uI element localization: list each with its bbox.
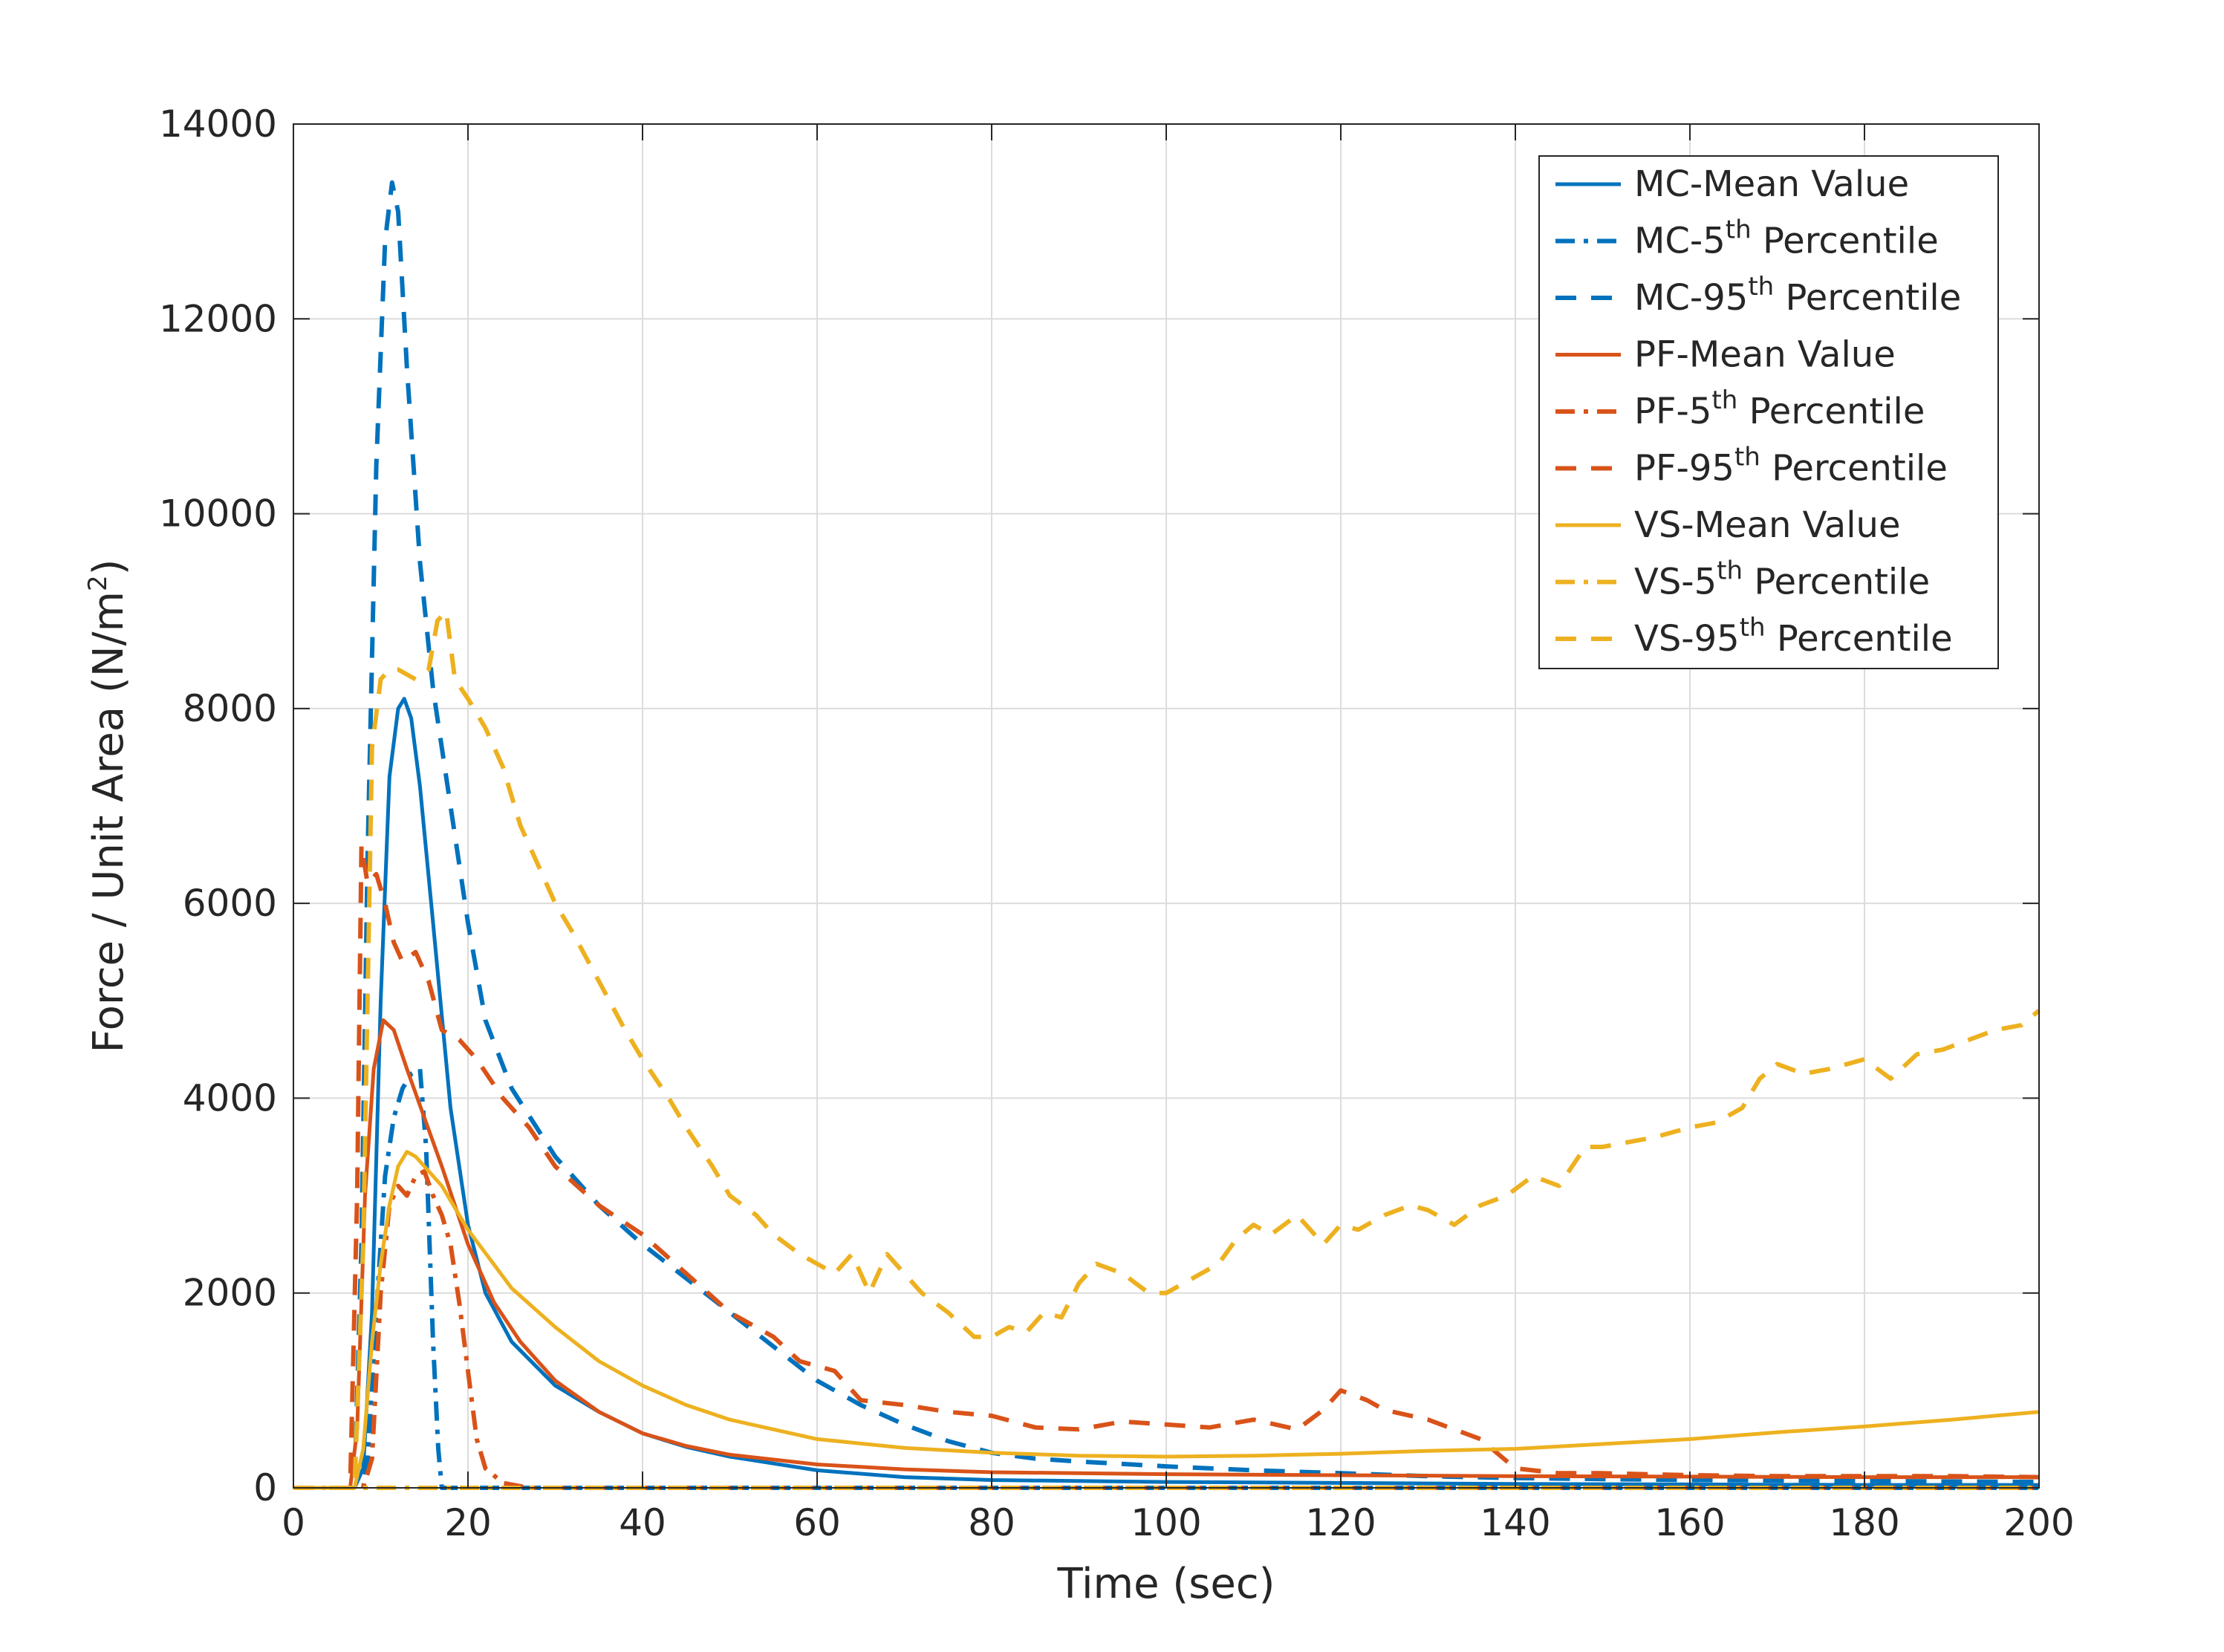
legend-entry-sup: th (1740, 613, 1766, 643)
x-tick-label: 120 (1305, 1501, 1376, 1544)
legend-entry-suffix: Percentile (1760, 448, 1948, 490)
y-tick-label: 8000 (183, 687, 277, 730)
y-axis-label: Force / Unit Area (N/m2) (83, 559, 133, 1053)
x-tick-label: 180 (1829, 1501, 1899, 1544)
series-line-mc-dashed (293, 180, 2040, 1490)
x-tick-label: 60 (793, 1501, 841, 1544)
x-tick-label: 100 (1131, 1501, 1201, 1544)
legend-entry-suffix: Mean Value (1703, 163, 1909, 205)
y-tick-label: 6000 (183, 882, 277, 925)
x-tick-label: 140 (1480, 1501, 1550, 1544)
legend-entry-sup: th (1717, 556, 1743, 586)
legend-entry-prefix: PF-5 (1634, 391, 1711, 432)
series-line-pf-dashdot (293, 1168, 2039, 1490)
legend-entry: VS-5th Percentile (1634, 556, 1930, 603)
y-tick-label: 12000 (159, 297, 277, 340)
x-tick-label: 160 (1654, 1501, 1725, 1544)
legend-entry-suffix: Percentile (1752, 221, 1939, 262)
legend-entry-suffix: Percentile (1737, 391, 1925, 432)
legend-entry-prefix: PF- (1634, 334, 1689, 376)
legend-entry-sup: th (1711, 386, 1737, 415)
legend-entry-sup: th (1748, 272, 1774, 302)
legend-entry-prefix: PF-95 (1634, 448, 1734, 490)
x-tick-label: 200 (2003, 1501, 2074, 1544)
legend-entry: VS-Mean Value (1634, 504, 1900, 546)
legend-entry-prefix: VS-5 (1634, 562, 1717, 603)
y-axis-label-end: ) (85, 559, 133, 575)
legend-entry-sup: th (1734, 443, 1760, 472)
legend-entry: MC-95th Percentile (1634, 272, 1961, 319)
legend-entry: PF-Mean Value (1634, 334, 1896, 376)
legend-entry-prefix: VS-95 (1634, 618, 1740, 660)
ticks: 0 20 40 60 80 100 120 140 160 180 2000200040006000… (159, 103, 2075, 1544)
series-line-pf-dashed (293, 842, 2040, 1490)
legend-entry-prefix: MC-5 (1634, 221, 1726, 262)
legend-entry-prefix: MC- (1634, 163, 1703, 205)
series-line-mc-dashdot (293, 1067, 2039, 1490)
legend-entry-suffix: Mean Value (1694, 504, 1901, 546)
y-tick-label: 2000 (183, 1272, 277, 1315)
x-tick-label: 80 (968, 1501, 1015, 1544)
legend-entry: PF-95th Percentile (1634, 443, 1948, 490)
legend-entry-prefix: MC-95 (1634, 277, 1748, 319)
x-tick-label: 0 (282, 1501, 305, 1544)
legend-entry: VS-95th Percentile (1634, 613, 1953, 660)
legend-entry-suffix: Percentile (1774, 277, 1961, 319)
legend-entry-suffix: Mean Value (1689, 334, 1896, 376)
x-axis-label: Time (sec) (1057, 1560, 1275, 1608)
y-tick-label: 14000 (159, 103, 277, 146)
y-tick-label: 4000 (183, 1076, 277, 1119)
y-axis-label-sup: 2 (83, 575, 113, 591)
y-axis-label-main: Force / Unit Area (N/m (85, 591, 133, 1053)
y-tick-label: 0 (253, 1466, 277, 1509)
y-tick-label: 10000 (159, 492, 277, 536)
series-line-mc-solid (293, 697, 2039, 1490)
legend-entry-suffix: Percentile (1766, 618, 1953, 660)
series-line-pf-solid (293, 1018, 2039, 1490)
series-layer (293, 180, 2041, 1490)
legend-entry: PF-5th Percentile (1634, 386, 1925, 432)
x-tick-label: 40 (619, 1501, 666, 1544)
legend-entry-sup: th (1726, 215, 1752, 245)
legend-entry: MC-5th Percentile (1634, 215, 1939, 262)
legend-entry: MC-Mean Value (1634, 163, 1909, 205)
x-tick-label: 20 (444, 1501, 492, 1544)
series-line-vs-dashed (293, 608, 2041, 1490)
legend-entry-prefix: VS- (1634, 504, 1694, 546)
series-line-vs-solid (293, 1150, 2040, 1490)
legend-entry-suffix: Percentile (1743, 562, 1930, 603)
